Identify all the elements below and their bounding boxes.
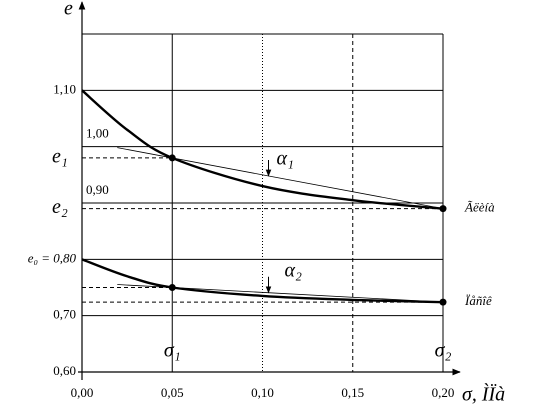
annotation: σ₂ <box>435 340 452 362</box>
point <box>439 298 447 306</box>
x-axis-label: σ, ÌÏà <box>462 383 505 406</box>
point <box>168 154 176 162</box>
y-tick-label: 1,10 <box>53 81 76 96</box>
curve <box>81 258 444 304</box>
y-tick-label: 0,70 <box>53 307 76 322</box>
y-tick-label: 0,60 <box>53 363 76 378</box>
y-tick-label: 0,90 <box>86 182 109 197</box>
curve <box>81 89 444 210</box>
point <box>168 284 176 291</box>
annotation: α₂ <box>285 260 302 282</box>
y-axis-label: e <box>64 0 73 20</box>
y-tick-label: e₀ = 0,80 <box>28 250 77 265</box>
x-tick-label: 0,05 <box>161 385 184 400</box>
x-tick-label: 0,20 <box>432 385 455 400</box>
y-tick-label: 1,00 <box>86 126 109 141</box>
annotation: e₁ <box>52 146 68 168</box>
annotation: α₁ <box>277 148 294 170</box>
x-tick-label: 0,10 <box>251 385 274 400</box>
curve-label: Ïåñîê <box>464 293 492 308</box>
curve-label: Ãëèíà <box>464 200 495 215</box>
point <box>439 205 447 213</box>
annotation: σ₁ <box>164 340 181 362</box>
x-tick-label: 0,00 <box>71 385 94 400</box>
x-tick-label: 0,15 <box>341 385 364 400</box>
annotation: e₂ <box>52 196 68 218</box>
